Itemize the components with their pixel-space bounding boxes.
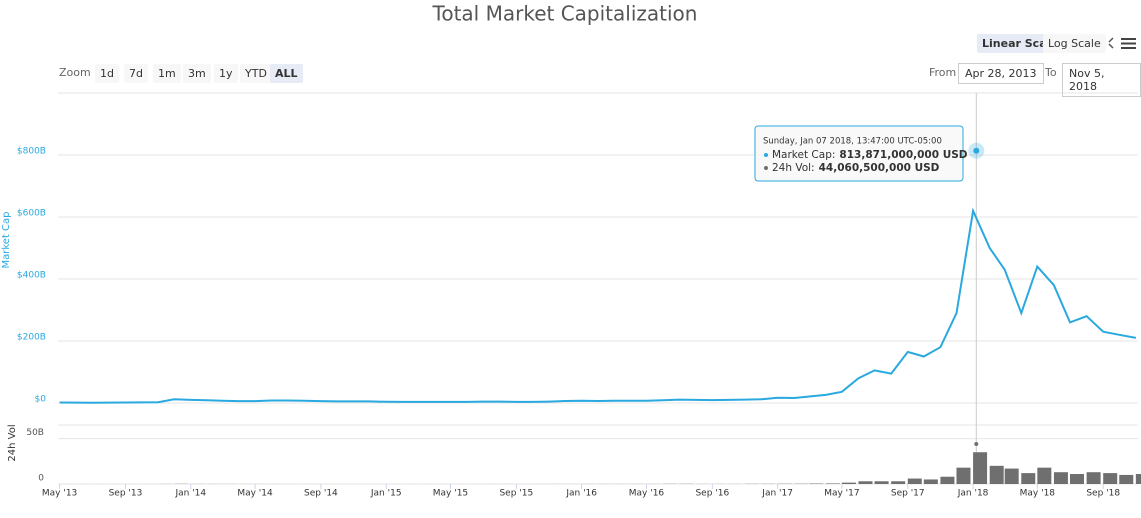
y-tick-label: $800B [17,147,46,157]
x-tick-label: Jan '15 [370,489,402,499]
from-input[interactable]: Apr 28, 2013 [958,63,1044,84]
tooltip-label: 24h Vol: [772,162,815,174]
tooltip: Sunday, Jan 07 2018, 13:47:00 UTC-05:00 M… [754,125,968,182]
volume-bar [1103,473,1118,484]
tooltip-line: 24h Vol: 44,060,500,000 USD [772,162,940,174]
volume-bar [973,452,988,484]
hover-point [973,147,980,154]
tooltip-label: Market Cap: [772,149,835,161]
volume-bar [940,476,955,484]
volume-bar [874,481,889,484]
x-tick-label: May '17 [824,489,859,499]
y-tick-label: $600B [17,209,46,219]
y2-tick-label: 0 [38,474,44,484]
zoom-label: Zoom [59,66,91,79]
zoom-button[interactable]: 1d [95,64,119,83]
menu-icon[interactable] [1121,38,1136,49]
x-tick-label: May '14 [237,489,273,499]
x-tick-label: May '13 [42,489,77,499]
tooltip-value: 44,060,500,000 USD [819,162,940,174]
volume-bar [1119,474,1134,484]
hover-point [974,442,979,447]
x-tick-label: Jan '14 [174,489,206,499]
volume-bar [1037,467,1052,484]
volume-bar [1004,468,1019,484]
volume-bar [907,478,922,484]
zoom-button[interactable]: 1m [153,64,181,83]
scale-button[interactable]: Log Scale [1043,34,1106,53]
x-tick-label: Sep '15 [499,489,533,499]
volume-bar [825,483,840,484]
tooltip-line: Market Cap: 813,871,000,000 USD [772,149,968,161]
zoom-button[interactable]: ALL [270,64,303,83]
y-tick-label: $400B [17,271,46,281]
from-label: From [929,66,957,79]
tooltip-bullet [764,153,768,157]
x-tick-label: May '15 [433,489,468,499]
x-tick-label: Sep '13 [109,489,143,499]
volume-bar [956,467,971,484]
x-tick-label: Sep '14 [304,489,338,499]
to-label: To [1045,66,1057,79]
x-tick-label: Jan '16 [565,489,597,499]
zoom-button[interactable]: 7d [124,64,148,83]
tooltip-bullet [764,166,768,170]
y-axis-title: Market Cap [1,211,12,268]
to-input[interactable]: Nov 5, 2018 [1062,63,1141,97]
x-tick-label: Sep '16 [695,489,729,499]
market-cap-line [59,207,1137,404]
volume-bar [858,481,873,484]
tooltip-box [754,125,964,182]
volume-bar [1086,472,1101,484]
volume-bar [1135,474,1141,484]
x-tick-label: May '18 [1020,489,1056,499]
chart-title: Total Market Capitalization [432,2,698,26]
volume-bar [1053,472,1068,484]
x-tick-label: Sep '17 [891,489,925,499]
x-tick-label: Jan '18 [957,489,989,499]
zoom-button[interactable]: YTD [240,64,272,83]
volume-bar [891,481,906,484]
scale-button[interactable]: Linear Scale [977,34,1063,53]
x-tick-label: May '16 [629,489,665,499]
y2-axis-title: 24h Vol [7,424,18,461]
volume-bar [1069,474,1084,484]
y2-tick-label: 50B [26,428,44,438]
tooltip-value: 813,871,000,000 USD [839,149,967,161]
y-tick-label: $200B [17,333,46,343]
x-tick-label: Sep '18 [1086,489,1120,499]
volume-bar [841,482,856,484]
tooltip-header: Sunday, Jan 07 2018, 13:47:00 UTC-05:00 [763,137,942,147]
volume-bar [989,465,1004,484]
y-tick-label: $0 [35,395,47,405]
zoom-button[interactable]: 3m [183,64,211,83]
zoom-button[interactable]: 1y [214,64,238,83]
volume-bar [1021,473,1036,484]
x-tick-label: Jan '17 [761,489,793,499]
volume-bar [923,479,938,484]
